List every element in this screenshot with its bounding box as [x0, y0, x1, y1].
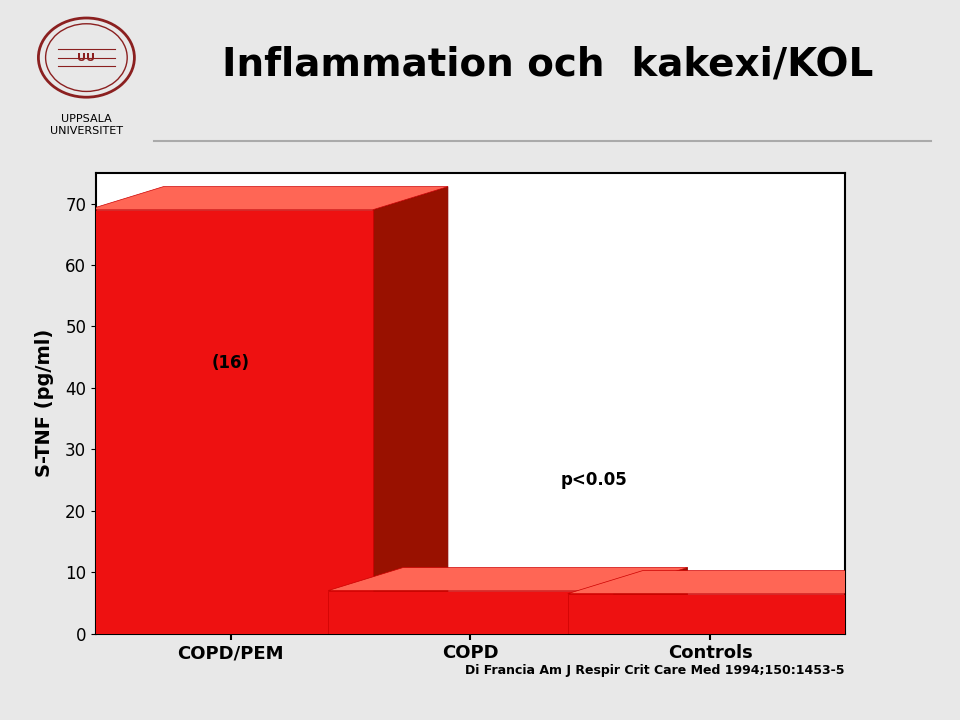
Text: p<0.05: p<0.05 — [561, 471, 627, 489]
Y-axis label: S-TNF (pg/ml): S-TNF (pg/ml) — [36, 329, 54, 477]
Text: (16): (16) — [212, 354, 250, 372]
Polygon shape — [567, 571, 927, 594]
Polygon shape — [328, 567, 687, 590]
Bar — [567, 594, 852, 634]
Text: UU: UU — [78, 53, 95, 63]
Bar — [328, 590, 612, 634]
Polygon shape — [373, 186, 448, 634]
Text: UPPSALA
UNIVERSITET: UPPSALA UNIVERSITET — [50, 114, 123, 137]
Polygon shape — [612, 567, 687, 634]
Polygon shape — [59, 619, 957, 634]
Text: Di Francia Am J Respir Crit Care Med 1994;150:1453-5: Di Francia Am J Respir Crit Care Med 199… — [466, 664, 845, 677]
Polygon shape — [88, 186, 448, 210]
Polygon shape — [852, 571, 927, 634]
Bar — [88, 210, 373, 634]
Text: Inflammation och  kakexi/KOL: Inflammation och kakexi/KOL — [222, 46, 873, 84]
